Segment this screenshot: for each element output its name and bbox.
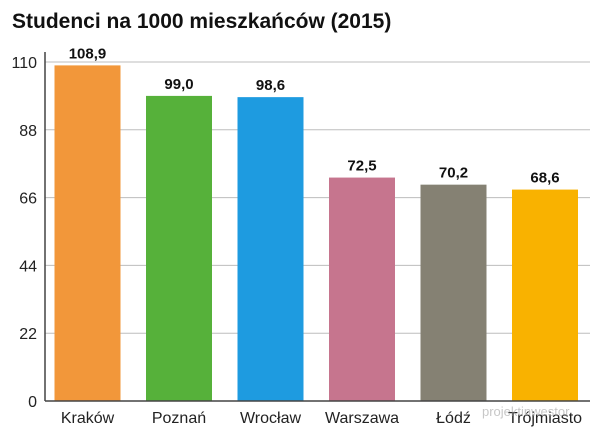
bar-1 [54, 65, 121, 401]
x-tick-label: Wrocław [240, 410, 301, 427]
x-tick-label: Poznań [152, 410, 206, 427]
x-tick-label: Kraków [61, 410, 115, 427]
bar-5 [420, 184, 487, 401]
bar-2 [146, 95, 212, 402]
y-tick-label: 66 [19, 191, 37, 208]
bar-4 [329, 177, 395, 401]
value-labels: 108,9 99,0 98,6 72,5 70,2 68,6 [69, 45, 560, 186]
bar-value-label: 72,5 [347, 158, 376, 175]
grid-lines [45, 61, 590, 334]
bar-6 [512, 189, 578, 401]
x-tick-label: Warszawa [325, 410, 399, 427]
y-tick-label: 88 [19, 123, 37, 140]
y-tick-label: 22 [19, 326, 37, 343]
watermark-text: projektinwestor [482, 404, 570, 419]
chart-title: Studenci na 1000 mieszkańców (2015) [12, 10, 391, 33]
bar-value-label: 68,6 [530, 170, 559, 187]
bars [54, 65, 578, 402]
x-tick-label: Łódź [436, 410, 471, 427]
bar-value-label: 98,6 [256, 77, 285, 94]
y-tick-label: 110 [11, 55, 37, 72]
y-tick-label: 44 [19, 258, 37, 275]
y-tick-label: 0 [28, 394, 37, 411]
bar-3 [237, 97, 304, 402]
bar-value-label: 70,2 [439, 165, 468, 182]
x-axis-ticks: Kraków Poznań Wrocław Warszawa Łódź Trójmiast… [61, 410, 582, 427]
bar-value-label: 108,9 [69, 45, 107, 62]
bar-value-label: 99,0 [164, 76, 193, 93]
x-tick-label: Trójmiasto [508, 410, 582, 427]
y-axis-ticks: 0 22 44 66 88 110 [11, 55, 37, 411]
